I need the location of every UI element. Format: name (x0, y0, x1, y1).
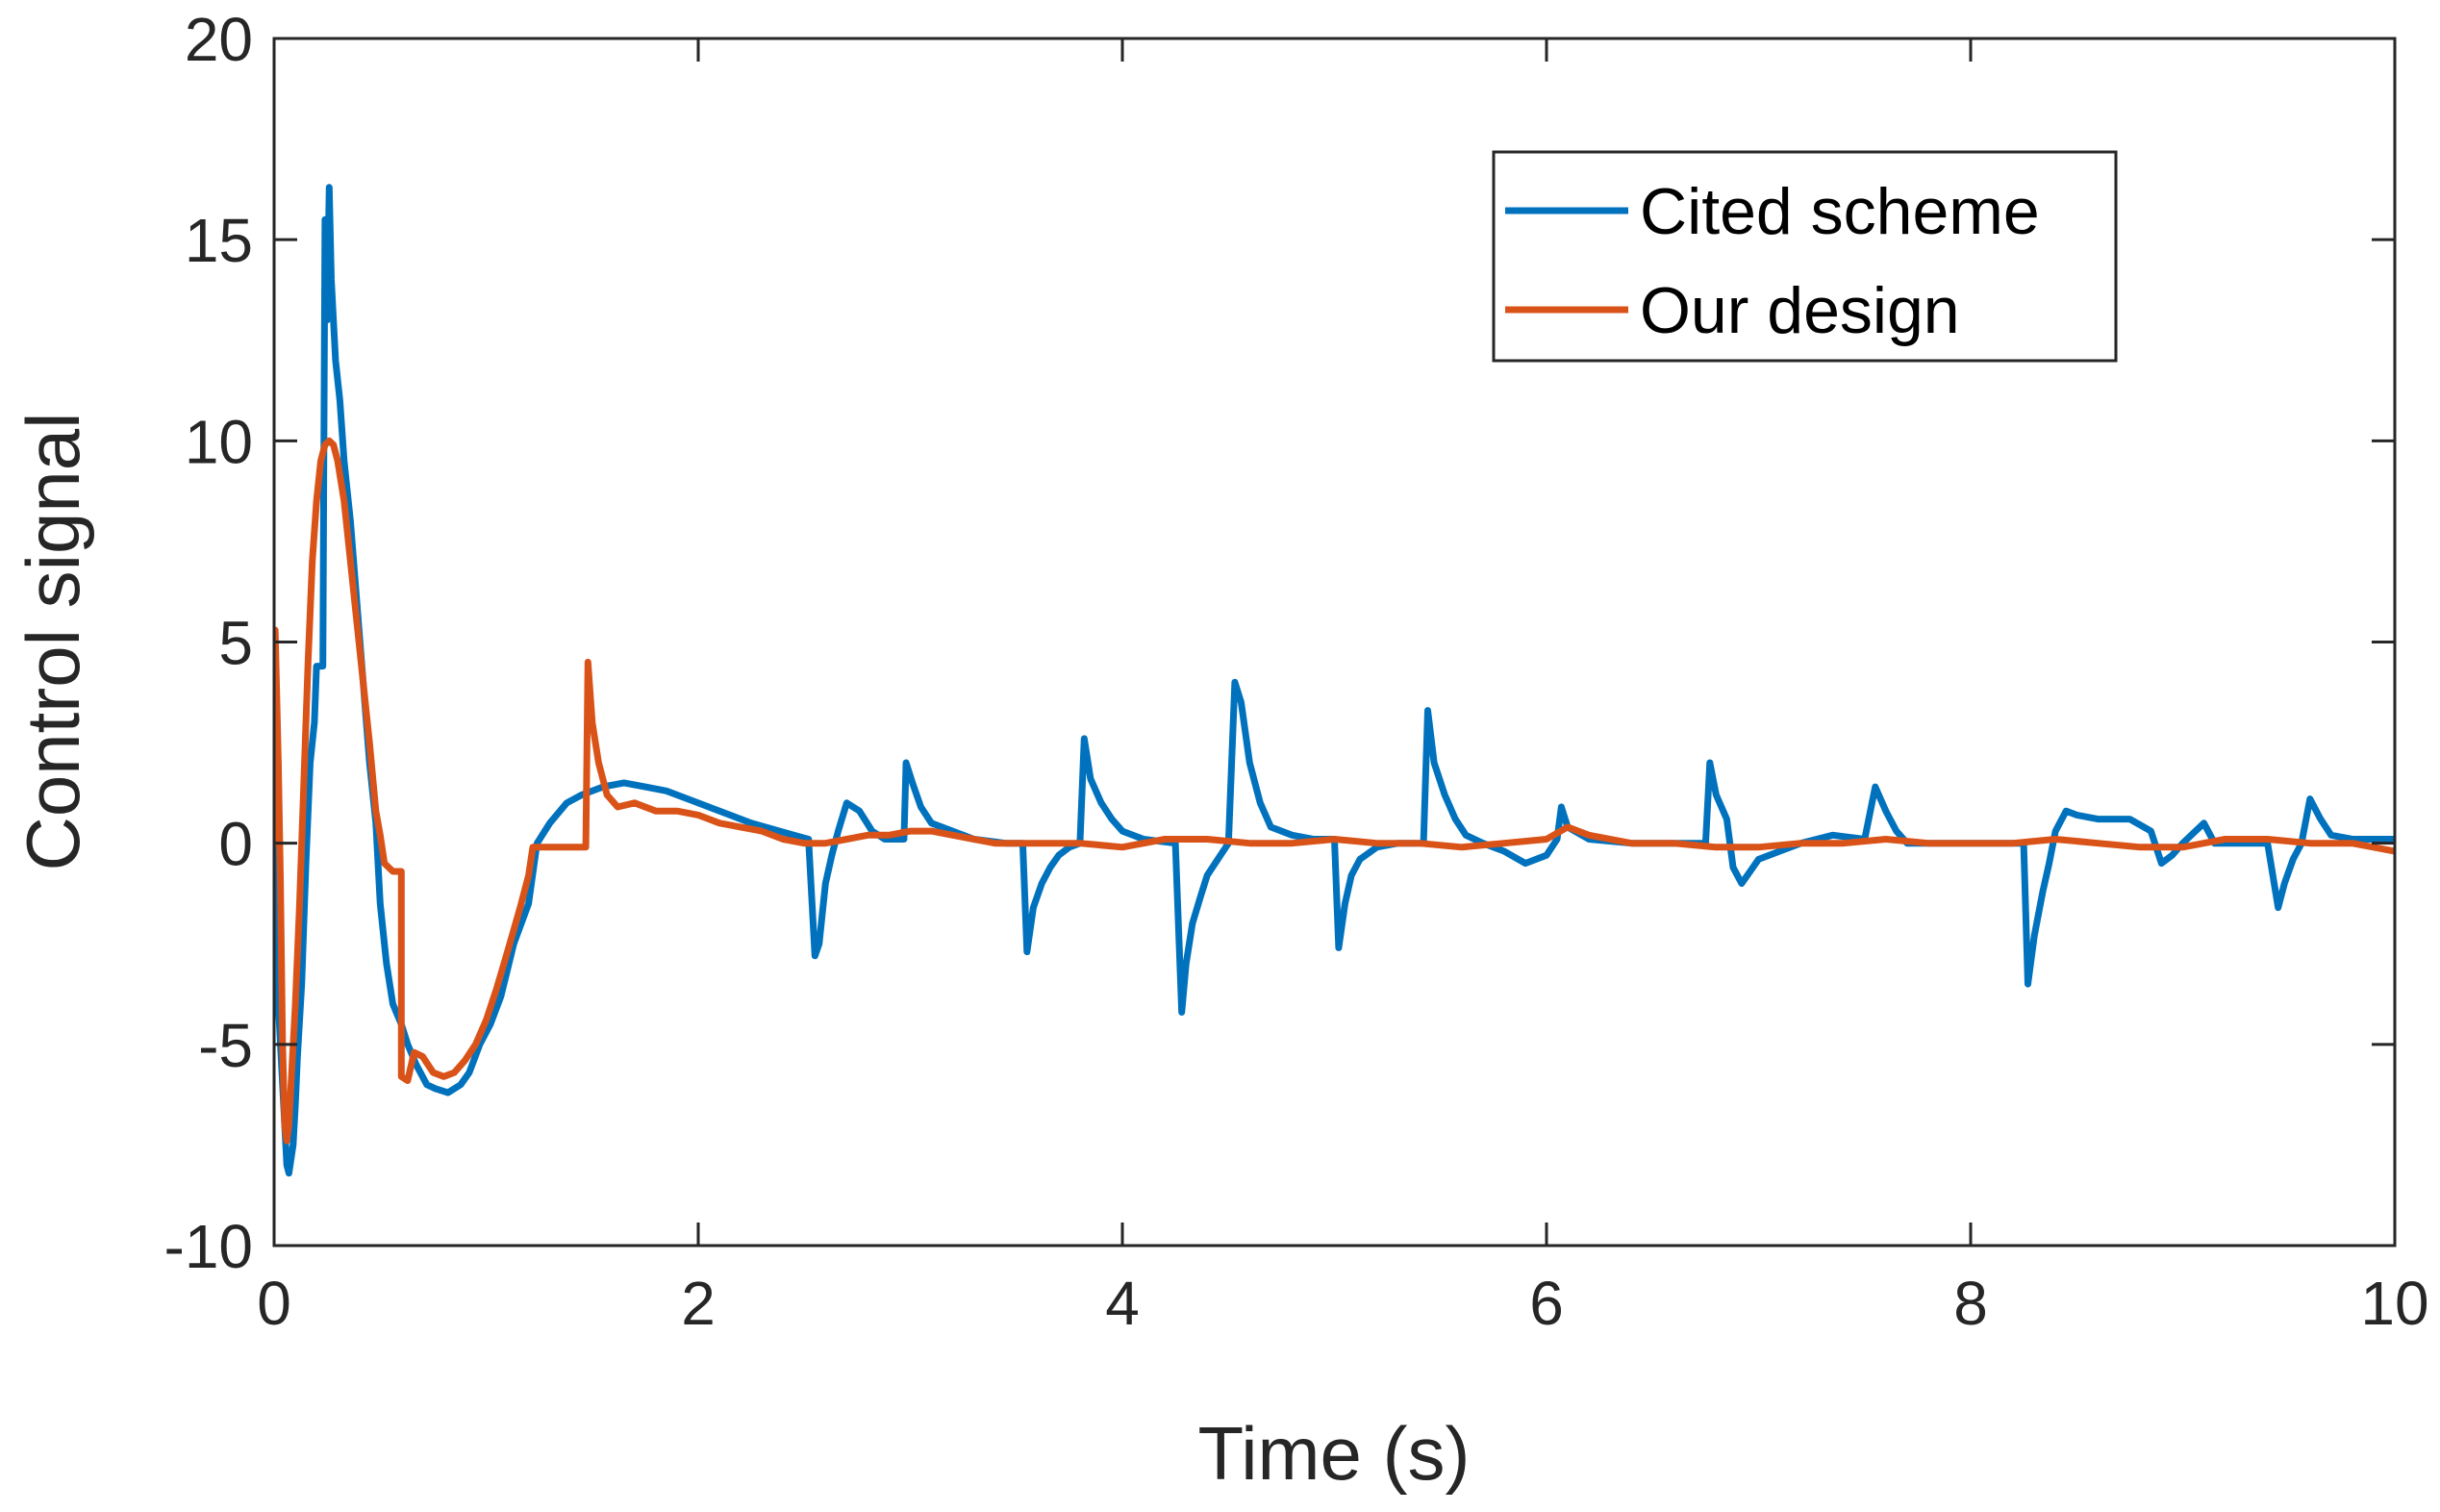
y-tick-label: 0 (218, 810, 253, 879)
y-tick-label: -5 (198, 1011, 253, 1080)
legend-label-cited-scheme: Cited scheme (1640, 175, 2040, 248)
axes-box (272, 37, 2397, 1247)
legend-box (1492, 150, 2118, 363)
legend-label-our-design: Our design (1640, 274, 1960, 347)
y-axis-label: Control signal (11, 413, 95, 871)
series-line-our-design (274, 437, 2395, 1145)
x-axis-label: Time (s) (1197, 1411, 1470, 1496)
axis-ticks (272, 37, 2397, 1247)
x-tick-label: 8 (1953, 1269, 1988, 1338)
y-tick-label: 5 (218, 609, 253, 678)
legend: Cited scheme Our design (1492, 150, 2118, 363)
x-tick-label: 6 (1529, 1269, 1564, 1338)
y-tick-label: -10 (164, 1212, 254, 1281)
series-layer (274, 184, 2395, 1177)
y-tick-label: 20 (185, 5, 253, 74)
x-tick-label: 4 (1105, 1269, 1140, 1338)
x-tick-label: 2 (681, 1269, 716, 1338)
tick-labels: 0 2 4 6 8 10 -10 -5 0 5 10 15 20 (164, 5, 2429, 1338)
y-tick-label: 10 (185, 407, 253, 476)
x-tick-label: 0 (257, 1269, 291, 1338)
y-tick-label: 15 (185, 206, 253, 275)
x-tick-label: 10 (2360, 1269, 2428, 1338)
